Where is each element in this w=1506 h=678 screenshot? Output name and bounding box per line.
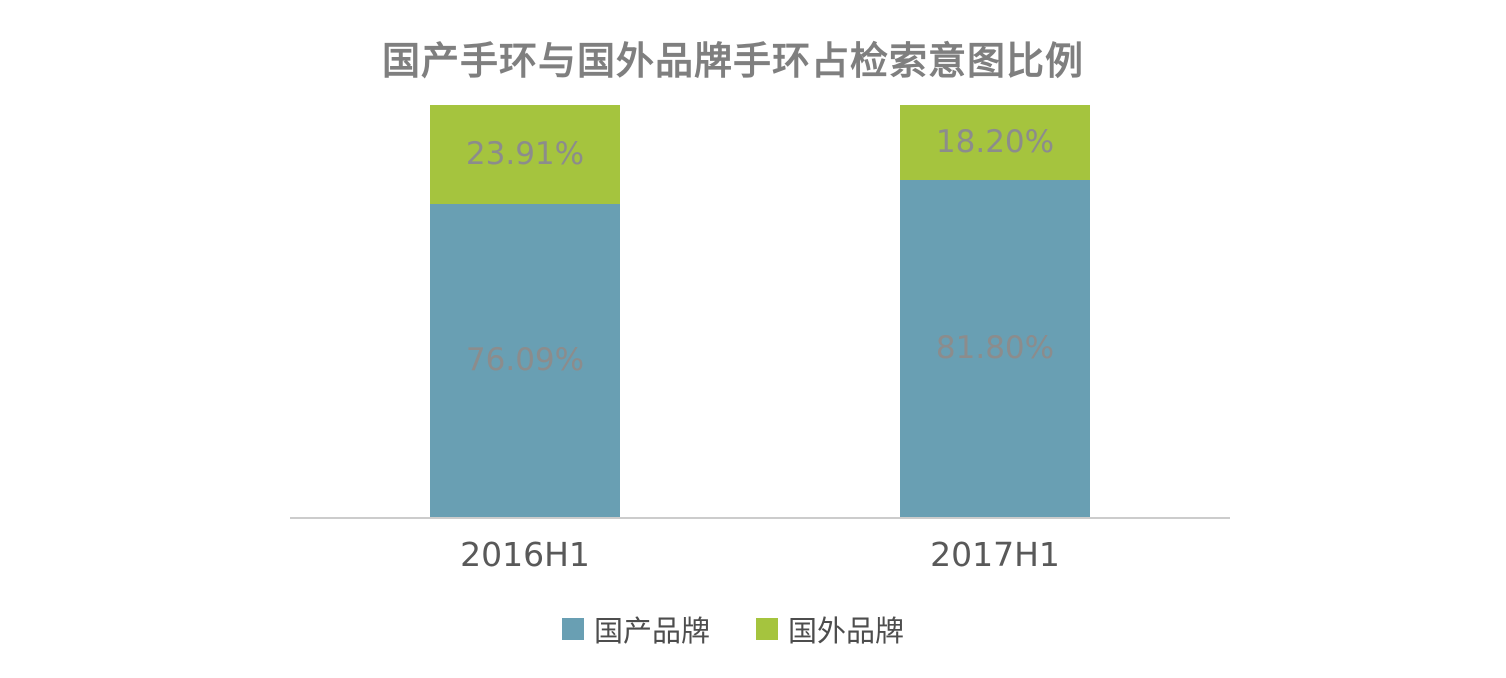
category-label-2016h1: 2016H1 [460, 535, 590, 574]
bar-segment-domestic-2016h1: 76.09% [430, 203, 620, 517]
bar-segment-domestic-2017h1: 81.80% [900, 179, 1090, 517]
bar-group-2016h1: 23.91% 76.09% [290, 105, 760, 517]
segment-label-domestic-2016h1: 76.09% [465, 342, 585, 379]
bar-2016h1: 23.91% 76.09% [430, 105, 620, 517]
bar-2017h1: 18.20% 81.80% [900, 105, 1090, 517]
segment-label-foreign-2017h1: 18.20% [935, 124, 1055, 161]
chart-title: 国产手环与国外品牌手环占检索意图比例 [381, 39, 1084, 83]
legend-label-foreign: 国外品牌 [788, 614, 905, 648]
legend-label-domestic: 国产品牌 [593, 614, 710, 648]
bar-segment-foreign-2016h1: 23.91% [430, 105, 620, 204]
plot-area: 23.91% 76.09% 18.20% 81.80% [290, 105, 1230, 519]
category-label-2017h1: 2017H1 [930, 535, 1060, 574]
bar-segment-foreign-2017h1: 18.20% [900, 105, 1090, 180]
segment-label-domestic-2017h1: 81.80% [935, 330, 1055, 367]
legend-item-domestic: 国产品牌 [561, 608, 710, 650]
segment-label-foreign-2016h1: 23.91% [465, 136, 585, 173]
legend-swatch-domestic [561, 618, 584, 640]
legend: 国产品牌 国外品牌 [0, 608, 1466, 650]
legend-item-foreign: 国外品牌 [756, 608, 904, 650]
x-axis-labels: 2016H1 2017H1 [290, 535, 1230, 574]
bar-group-2017h1: 18.20% 81.80% [760, 105, 1230, 517]
legend-swatch-foreign [756, 618, 778, 640]
